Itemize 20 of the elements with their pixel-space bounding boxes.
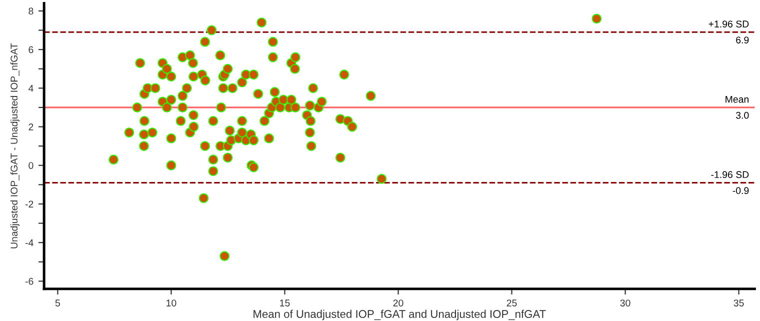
y-tick-label: 0 (28, 162, 34, 169)
ref-line-label: Mean 3.0 (726, 96, 749, 119)
x-tick-label: 5 (55, 300, 60, 306)
y-axis-title: Unadjusted IOP_fGAT - Unadjusted IOP_nfGAT (10, 43, 20, 248)
x-axis-title: Mean of Unadjusted IOP_fGAT and Unadjusted IOP_nfGAT (254, 310, 546, 320)
x-tick-label: 15 (280, 300, 290, 306)
ref-line-label: +1.96 SD 6.9 (708, 20, 749, 44)
x-tick-label: 35 (734, 300, 744, 306)
y-tick-label: 4 (28, 84, 34, 92)
y-tick-label: -2 (25, 200, 34, 208)
x-tick-label: 25 (506, 300, 517, 306)
y-tick-label: 2 (28, 123, 34, 130)
ref-line-label: -1.96 SD -0.9 (711, 171, 749, 194)
y-tick-label: 6 (28, 46, 34, 54)
y-tick-label: -6 (25, 278, 34, 285)
y-tick-label: 8 (28, 8, 34, 15)
y-tick-label: -4 (25, 239, 34, 246)
x-tick-label: 10 (166, 300, 176, 306)
x-tick-label: 20 (393, 300, 404, 306)
x-tick-label: 30 (620, 300, 630, 306)
